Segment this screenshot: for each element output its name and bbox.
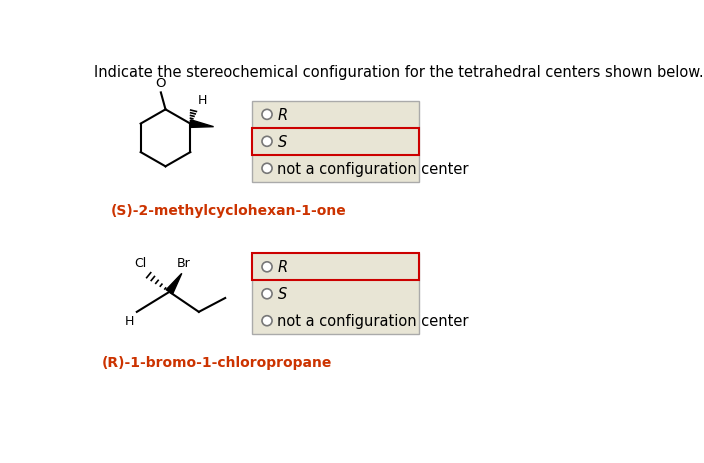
Text: Br: Br [177,256,191,269]
Text: not a configuration center: not a configuration center [277,313,469,329]
Circle shape [262,137,272,147]
Text: Indicate the stereochemical configuration for the tetrahedral centers shown belo: Indicate the stereochemical configuratio… [94,65,704,80]
Text: S: S [277,287,287,301]
Text: O: O [156,77,166,90]
Circle shape [262,316,272,326]
Circle shape [262,110,272,120]
Text: (S)-2-methylcyclohexan-1-one: (S)-2-methylcyclohexan-1-one [111,204,347,218]
Bar [252,254,419,281]
Circle shape [262,164,272,174]
Polygon shape [190,120,213,128]
Bar [252,129,419,156]
Bar [252,102,419,182]
Text: not a configuration center: not a configuration center [277,162,469,176]
Text: R: R [277,107,288,123]
Text: R: R [277,260,288,275]
Circle shape [262,262,272,272]
Text: H: H [125,314,134,327]
Polygon shape [166,274,182,294]
Text: Cl: Cl [134,256,146,269]
Text: (R)-1-bromo-1-chloropropane: (R)-1-bromo-1-chloropropane [102,355,332,369]
Text: S: S [277,135,287,150]
Text: H: H [197,94,207,106]
Bar [252,254,419,334]
Circle shape [262,289,272,299]
